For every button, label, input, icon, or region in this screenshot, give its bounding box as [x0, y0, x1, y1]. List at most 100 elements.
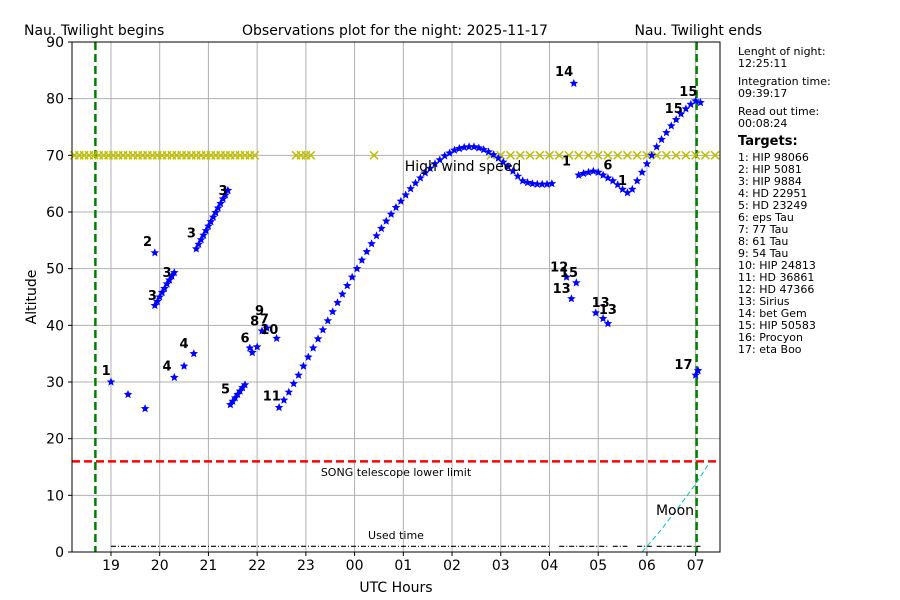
- star-point: [216, 199, 225, 208]
- night-length-value: 12:25:11: [738, 57, 788, 70]
- x-tick-label: 22: [248, 558, 266, 574]
- target-item: 12: HD 47366: [738, 283, 815, 296]
- target-item: 1: HIP 98066: [738, 151, 809, 164]
- star-point: [221, 190, 230, 199]
- lower-limit-label: SONG telescope lower limit: [321, 466, 472, 479]
- star-point: [450, 145, 459, 154]
- target-item: 13: Sirius: [738, 295, 790, 308]
- star-point: [547, 179, 557, 188]
- star-point: [240, 380, 250, 389]
- x-axis-label: UTC Hours: [359, 580, 432, 596]
- star-point: [211, 208, 220, 217]
- y-tick-label: 90: [46, 35, 64, 51]
- star-point: [618, 184, 627, 193]
- point-label: 1: [618, 174, 627, 189]
- target-item: 10: HIP 24813: [738, 259, 816, 272]
- star-point: [667, 121, 676, 130]
- point-label: 13: [599, 303, 617, 318]
- star-point: [613, 180, 622, 189]
- wind-marker: [505, 150, 516, 160]
- wind-marker: [691, 150, 701, 160]
- star-point: [542, 179, 552, 188]
- star-point: [430, 159, 440, 168]
- star-point: [623, 188, 632, 197]
- reference-lines: [72, 42, 720, 553]
- star-point: [459, 142, 469, 151]
- point-label: 17: [674, 358, 692, 373]
- wind-marker: [544, 150, 555, 160]
- star-point: [386, 209, 396, 218]
- wind-marker: [554, 150, 564, 160]
- star-point: [179, 361, 189, 370]
- twilight-end-label: Nau. Twilight ends: [634, 23, 762, 39]
- star-point: [589, 166, 598, 175]
- point-label: 9: [255, 304, 264, 319]
- target-item: 14: bet Gem: [738, 307, 807, 320]
- x-tick-label: 02: [443, 558, 461, 574]
- integration-time-label: Integration time:: [738, 75, 831, 88]
- star-point: [686, 99, 695, 108]
- star-point: [362, 247, 371, 256]
- wind-marker: [369, 150, 379, 160]
- star-point: [455, 144, 464, 153]
- wind-marker: [525, 150, 535, 160]
- target-item: 3: HIP 9884: [738, 175, 802, 188]
- star-point: [352, 264, 362, 273]
- night-length-label: Lenght of night:: [738, 45, 826, 58]
- wind-marker: [622, 150, 632, 160]
- point-label: 13: [553, 282, 571, 297]
- star-point: [603, 319, 613, 328]
- chart-title: Observations plot for the night: 2025-11…: [242, 23, 548, 39]
- star-point: [367, 239, 376, 248]
- wind-marker: [710, 150, 720, 160]
- x-tick-label: 05: [589, 558, 607, 574]
- point-label: 1: [562, 155, 571, 170]
- wind-marker: [250, 150, 260, 160]
- star-point: [508, 166, 518, 175]
- star-point: [411, 178, 420, 187]
- star-point: [238, 383, 247, 392]
- star-point: [647, 150, 657, 159]
- point-label: 3: [148, 289, 157, 304]
- star-point: [494, 153, 503, 162]
- wind-marker: [681, 150, 691, 160]
- star-point: [464, 142, 474, 151]
- point-label: 10: [260, 323, 278, 338]
- readout-time: Read out time: 00:08:24: [738, 106, 898, 130]
- target-item: 5: HD 23249: [738, 199, 808, 212]
- target-item: 4: HD 22951: [738, 187, 808, 200]
- star-point: [572, 278, 581, 287]
- star-point: [632, 176, 642, 185]
- point-label: 3: [162, 266, 171, 281]
- y-tick-label: 70: [46, 148, 64, 164]
- twilight-begin-label: Nau. Twilight begins: [24, 23, 164, 39]
- star-point: [598, 314, 608, 323]
- x-tick-label: 21: [200, 558, 218, 574]
- target-item: 7: 77 Tau: [738, 223, 789, 236]
- star-point: [440, 151, 449, 160]
- y-axis-label: Altitude: [24, 270, 40, 325]
- target-item: 11: HD 36861: [738, 271, 815, 284]
- y-tick-label: 60: [46, 205, 64, 221]
- star-point: [591, 308, 600, 317]
- point-label: 5: [221, 382, 230, 397]
- x-tick-label: 06: [638, 558, 656, 574]
- star-point: [223, 186, 233, 195]
- star-point: [162, 279, 172, 288]
- star-point: [637, 167, 647, 176]
- star-point: [579, 169, 588, 178]
- target-item: 17: eta Boo: [738, 343, 802, 356]
- target-item: 9: 54 Tau: [738, 247, 789, 260]
- star-point: [262, 323, 272, 332]
- star-point: [199, 230, 208, 239]
- point-label: 1: [102, 364, 111, 379]
- wind-marker: [661, 150, 671, 160]
- star-point: [608, 176, 618, 185]
- wind-marker: [535, 150, 545, 160]
- star-point: [537, 179, 547, 188]
- point-label: 4: [180, 337, 189, 352]
- star-point: [676, 109, 686, 118]
- star-point: [279, 395, 289, 404]
- star-point: [106, 377, 116, 386]
